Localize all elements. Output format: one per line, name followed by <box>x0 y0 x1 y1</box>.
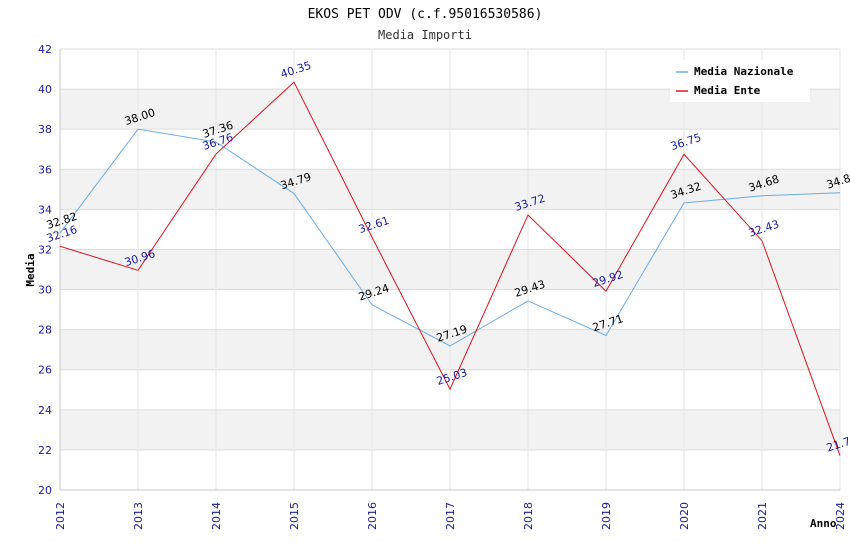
y-tick-label: 36 <box>38 163 52 176</box>
data-label: 32.43 <box>747 218 781 240</box>
y-tick-label: 38 <box>38 123 52 136</box>
x-tick-label: 2017 <box>444 502 457 530</box>
y-tick-label: 30 <box>38 284 52 297</box>
x-tick-label: 2016 <box>366 502 379 530</box>
series-line-1 <box>59 81 841 456</box>
x-tick-label: 2015 <box>288 502 301 530</box>
y-axis-label: Media <box>24 253 37 286</box>
axis-ticks: 20 22 24 26 28 30 32 34 36 38 40 42 2012 2013 2014 2015… <box>38 43 847 530</box>
y-tick-label: 32 <box>38 243 52 256</box>
x-tick-label: 2019 <box>600 502 613 530</box>
x-tick-label: 2024 <box>834 502 847 530</box>
x-tick-label: 2013 <box>132 502 145 530</box>
x-tick-label: 2020 <box>678 502 691 530</box>
x-tick-label: 2014 <box>210 502 223 530</box>
data-label: 36.75 <box>669 131 703 153</box>
legend-label-national: Media Nazionale <box>694 65 794 78</box>
data-label: 40.35 <box>279 59 313 81</box>
y-tick-label: 24 <box>38 404 52 417</box>
legend-box <box>670 60 810 102</box>
x-axis-label: Anno <box>810 517 837 530</box>
y-tick-label: 26 <box>38 364 52 377</box>
y-tick-label: 42 <box>38 43 52 56</box>
x-tick-label: 2012 <box>54 502 67 530</box>
y-tick-label: 34 <box>38 203 52 216</box>
grid <box>59 48 841 491</box>
chart-subtitle: Media Importi <box>378 28 472 42</box>
x-tick-label: 2021 <box>756 502 769 530</box>
x-tick-label: 2018 <box>522 502 535 530</box>
y-tick-label: 22 <box>38 444 52 457</box>
legend-label-ente: Media Ente <box>694 84 761 97</box>
y-tick-label: 40 <box>38 83 52 96</box>
y-tick-label: 28 <box>38 324 52 337</box>
series-line-0 <box>59 128 841 347</box>
chart-title: EKOS PET ODV (c.f.95016530586) <box>308 7 543 22</box>
y-tick-label: 20 <box>38 484 52 497</box>
legend: Media Nazionale Media Ente <box>670 60 810 102</box>
